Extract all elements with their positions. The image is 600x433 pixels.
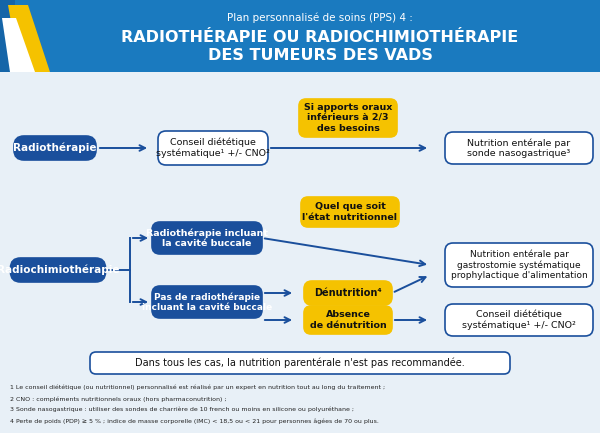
Text: Conseil diététique
systématique¹ +/- CNO²: Conseil diététique systématique¹ +/- CNO… (156, 138, 270, 158)
Text: Radiothérapie: Radiothérapie (13, 143, 97, 153)
FancyBboxPatch shape (90, 352, 510, 374)
Text: Si apports oraux
inférieurs à 2/3
des besoins: Si apports oraux inférieurs à 2/3 des be… (304, 103, 392, 133)
Text: 4 Perte de poids (PDP) ≥ 5 % ; indice de masse corporelle (IMC) < 18,5 ou < 21 p: 4 Perte de poids (PDP) ≥ 5 % ; indice de… (10, 418, 379, 423)
FancyBboxPatch shape (0, 0, 600, 72)
Text: Nutrition entérale par
gastrostomie systématique
prophylactique d'alimentation: Nutrition entérale par gastrostomie syst… (451, 249, 587, 281)
FancyBboxPatch shape (152, 286, 262, 318)
Text: Plan personnalisé de soins (PPS) 4 :: Plan personnalisé de soins (PPS) 4 : (227, 13, 413, 23)
Polygon shape (0, 0, 15, 72)
FancyBboxPatch shape (14, 136, 96, 160)
FancyBboxPatch shape (304, 281, 392, 305)
Text: Quel que soit
l'état nutritionnel: Quel que soit l'état nutritionnel (302, 202, 398, 222)
Text: Pas de radiothérapie
incluant la cavité buccale: Pas de radiothérapie incluant la cavité … (142, 292, 272, 312)
Text: 2 CNO : compléments nutritionnels oraux (hors pharmaconutrition) ;: 2 CNO : compléments nutritionnels oraux … (10, 396, 227, 401)
FancyBboxPatch shape (445, 243, 593, 287)
Text: Dénutrition⁴: Dénutrition⁴ (314, 288, 382, 298)
FancyBboxPatch shape (299, 99, 397, 137)
Text: Dans tous les cas, la nutrition parentérale n'est pas recommandée.: Dans tous les cas, la nutrition parentér… (135, 358, 465, 368)
Text: DES TUMEURS DES VADS: DES TUMEURS DES VADS (208, 48, 433, 64)
Text: Radiochimiothérapie: Radiochimiothérapie (0, 265, 119, 275)
Polygon shape (8, 5, 50, 72)
FancyBboxPatch shape (445, 304, 593, 336)
Text: Conseil diététique
systématique¹ +/- CNO²: Conseil diététique systématique¹ +/- CNO… (462, 310, 576, 330)
Text: Absence
de dénutrition: Absence de dénutrition (310, 310, 386, 330)
Text: 1 Le conseil diététique (ou nutritionnel) personnalisé est réalisé par un expert: 1 Le conseil diététique (ou nutritionnel… (10, 385, 385, 391)
Text: Nutrition entérale par
sonde nasogastrique³: Nutrition entérale par sonde nasogastriq… (467, 138, 571, 158)
FancyBboxPatch shape (301, 197, 399, 227)
Text: RADIOTHÉRAPIE OU RADIOCHIMIOTHÉRAPIE: RADIOTHÉRAPIE OU RADIOCHIMIOTHÉRAPIE (121, 29, 518, 45)
FancyBboxPatch shape (304, 306, 392, 334)
Text: Radiothérapie incluant
la cavité buccale: Radiothérapie incluant la cavité buccale (146, 228, 268, 248)
Polygon shape (0, 0, 22, 72)
FancyBboxPatch shape (445, 132, 593, 164)
FancyBboxPatch shape (158, 131, 268, 165)
Text: 3 Sonde nasogastrique : utiliser des sondes de charrière de 10 french ou moins e: 3 Sonde nasogastrique : utiliser des son… (10, 407, 354, 413)
Polygon shape (2, 18, 35, 72)
FancyBboxPatch shape (152, 222, 262, 254)
FancyBboxPatch shape (11, 258, 106, 282)
